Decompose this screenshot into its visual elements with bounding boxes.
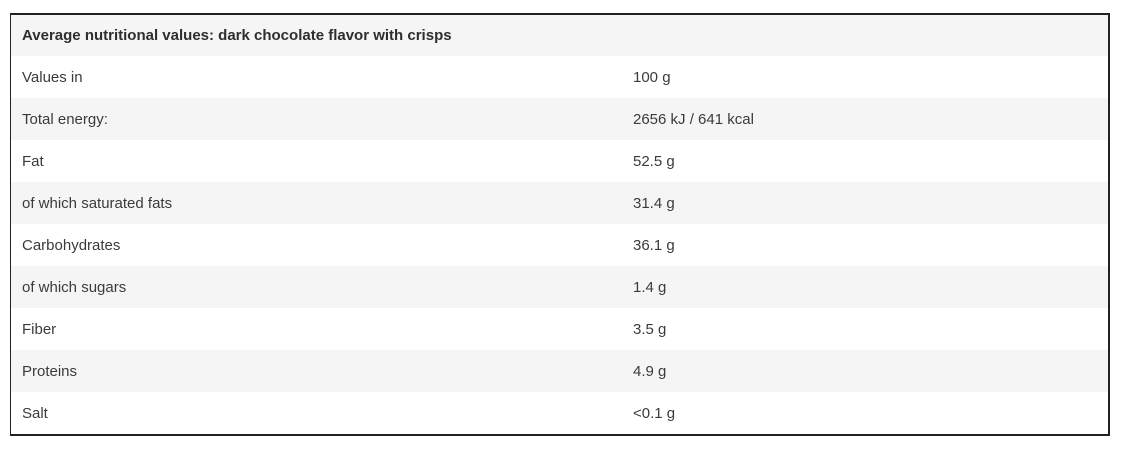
row-value: 52.5 g <box>633 152 675 170</box>
row-label: Fat <box>22 152 44 170</box>
table-row: of which sugars 1.4 g <box>11 266 1108 308</box>
row-value: 1.4 g <box>633 278 667 296</box>
row-label: Fiber <box>22 320 57 338</box>
row-value: 31.4 g <box>633 194 675 212</box>
table-header-row: Average nutritional values: dark chocola… <box>11 15 1108 56</box>
table-row: Total energy: 2656 kJ / 641 kcal <box>11 98 1108 140</box>
row-value: 36.1 g <box>633 236 675 254</box>
row-label: Proteins <box>22 362 78 380</box>
row-value: 2656 kJ / 641 kcal <box>633 110 754 128</box>
table-row: Fat 52.5 g <box>11 140 1108 182</box>
row-label: Salt <box>22 404 48 422</box>
table-row: Carbohydrates 36.1 g <box>11 224 1108 266</box>
nutrition-table: Average nutritional values: dark chocola… <box>10 13 1110 436</box>
table-row: Values in 100 g <box>11 56 1108 98</box>
row-value: <0.1 g <box>633 404 676 422</box>
row-label: Carbohydrates <box>22 236 121 254</box>
row-label: Total energy: <box>22 110 108 128</box>
row-value: 3.5 g <box>633 320 667 338</box>
row-label: Values in <box>22 68 83 86</box>
table-row: Proteins 4.9 g <box>11 350 1108 392</box>
table-row: of which saturated fats 31.4 g <box>11 182 1108 224</box>
table-title: Average nutritional values: dark chocola… <box>22 27 452 44</box>
row-value: 4.9 g <box>633 362 667 380</box>
table-row: Salt <0.1 g <box>11 392 1108 434</box>
table-row: Fiber 3.5 g <box>11 308 1108 350</box>
row-value: 100 g <box>633 68 671 86</box>
row-label: of which sugars <box>22 278 127 296</box>
row-label: of which saturated fats <box>22 194 173 212</box>
